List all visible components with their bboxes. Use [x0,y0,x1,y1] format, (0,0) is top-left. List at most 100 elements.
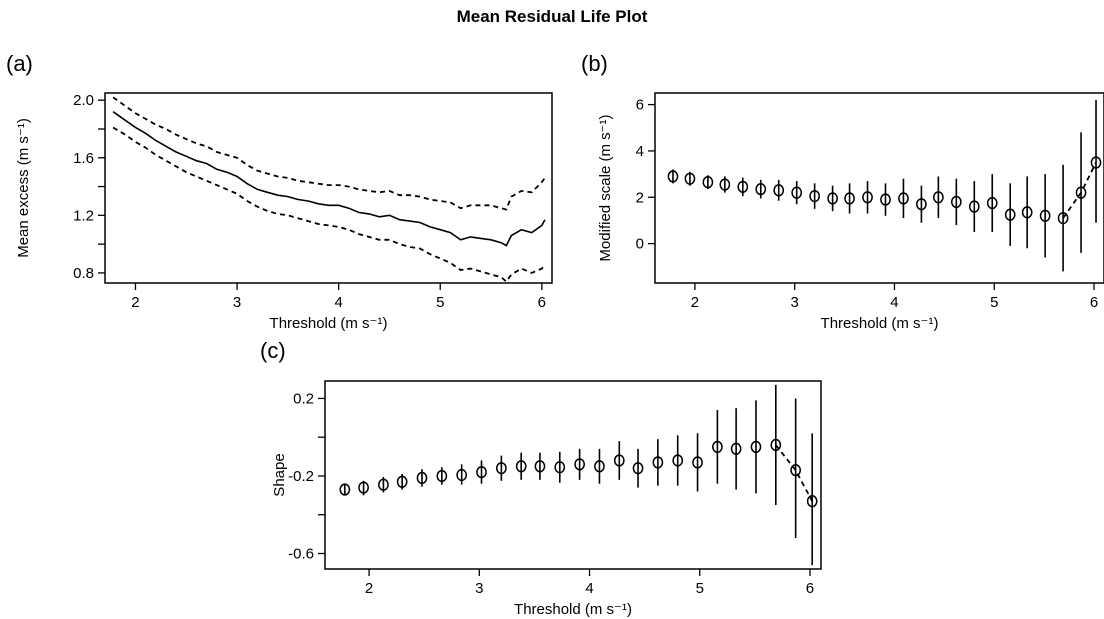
data-point [827,192,838,205]
data-point [1004,208,1016,221]
y-tick-label: 6 [636,97,644,114]
y-tick-label: 0 [636,236,644,253]
data-marks [667,99,1102,272]
mean-excess-line [112,111,546,247]
data-point [554,461,566,474]
data-point [809,189,820,203]
data-point [396,475,408,488]
data-point [791,186,803,199]
data-point [632,462,644,475]
data-point [684,172,696,185]
data-point [534,460,546,473]
panel-label: (c) [260,338,286,363]
data-point [574,458,585,471]
data-point [1039,209,1051,222]
data-point [806,495,818,508]
x-tick-label: 3 [475,580,483,597]
panel-label: (a) [6,51,33,76]
y-tick-label: -0.2 [288,468,314,485]
x-tick-label: 3 [791,294,799,311]
y-tick-label: 1.6 [73,150,94,167]
trailing-dashed-connector [1062,162,1097,219]
x-tick-label: 4 [585,580,593,597]
x-tick-label: 6 [1090,294,1098,311]
data-point [692,456,703,469]
y-axis-label: Mean excess (m s⁻¹) [15,118,32,258]
data-point [862,191,873,204]
data-point [436,469,448,483]
x-tick-label: 6 [806,580,814,597]
data-marks [339,384,818,566]
data-point [594,460,605,473]
x-tick-label: 5 [990,294,998,311]
data-point [750,440,762,454]
data-point [339,483,351,496]
data-point [378,478,389,491]
data-point [844,192,855,205]
confidence-bound-line [112,126,546,283]
y-axis-label: Shape [271,453,288,496]
data-point [456,468,468,482]
confidence-bound-line [112,96,546,211]
x-tick-label: 5 [436,294,444,311]
y-tick-label: 0.8 [73,265,94,282]
data-point [358,481,369,494]
data-point [916,198,927,211]
data-point [667,170,679,183]
data-point [1057,211,1069,225]
x-tick-label: 2 [131,294,139,311]
data-point [702,176,714,189]
y-tick-label: 1.2 [73,207,94,224]
y-tick-label: -0.6 [288,545,314,562]
plot-frame [104,92,553,284]
data-point [755,183,767,196]
data-point [515,460,527,473]
x-axis-label: Threshold (m s⁻¹) [514,601,632,618]
data-point [880,193,891,206]
y-axis-label: Modified scale (m s⁻¹) [597,114,614,261]
x-axis-label: Threshold (m s⁻¹) [270,315,388,332]
data-point [672,454,684,467]
data-point [1021,206,1033,219]
data-point [968,200,980,213]
data-point [476,465,487,479]
data-point [770,438,782,452]
x-tick-label: 2 [691,294,699,311]
data-point [1075,186,1087,199]
plot-frame [654,92,1104,284]
trailing-dashed-connector [775,444,813,502]
data-point [898,192,909,205]
data-point [496,462,507,475]
data-marks [112,96,546,283]
x-tick-label: 5 [696,580,704,597]
y-tick-label: 2 [636,189,644,206]
y-tick-label: 4 [636,143,644,160]
panel-label: (b) [581,51,608,76]
data-point [933,191,944,204]
y-tick-label: 2.0 [73,92,94,109]
x-tick-label: 2 [365,580,373,597]
panel-b-modified-scale-plot: (b) 2 3 4 5 6 0 2 4 6 Threshold (m s⁻¹) Modified sc… [581,51,1104,332]
panel-a-mean-excess-plot: (a) 2 3 4 5 6 0.8 1.2 1.6 2.0 Threshold (m s⁻¹) Mea… [6,51,553,332]
x-tick-label: 3 [233,294,241,311]
plot-frame [324,380,822,570]
data-point [986,196,998,210]
x-tick-label: 6 [538,294,546,311]
data-point [416,471,428,485]
data-point [719,178,731,191]
x-tick-label: 4 [334,294,342,311]
data-point [773,184,785,197]
figure-title: Mean Residual Life Plot [457,7,648,26]
data-point [737,180,749,193]
x-axis-label: Threshold (m s⁻¹) [821,315,939,332]
data-point [712,440,723,454]
data-point [613,454,625,467]
data-point [652,456,664,469]
x-tick-label: 4 [890,294,898,311]
data-point [950,195,962,209]
data-point [1090,156,1102,169]
data-point [730,442,742,455]
y-tick-label: 0.2 [293,390,314,407]
data-point [790,464,801,477]
